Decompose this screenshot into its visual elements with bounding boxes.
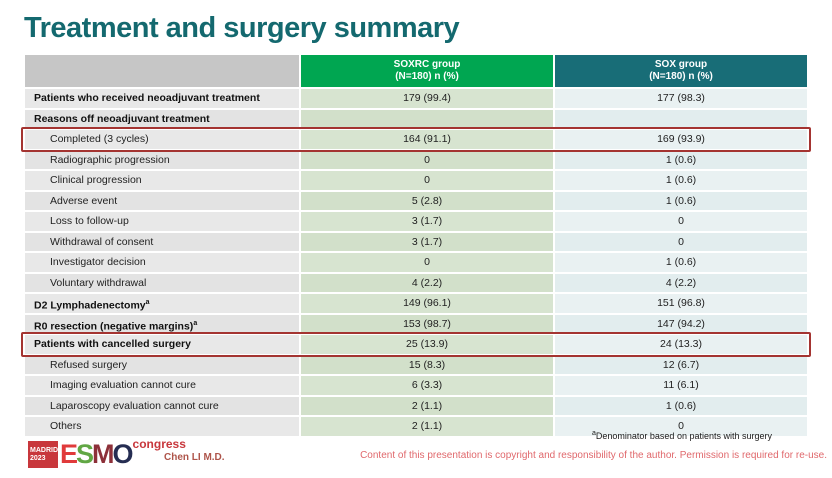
summary-table: SOXRC group (N=180) n (%) SOX group (N=1… (25, 55, 807, 438)
table-body: Patients who received neoadjuvant treatm… (25, 89, 807, 436)
table-header-soxrc-group: SOXRC group (N=180) n (%) (301, 55, 553, 87)
soxrc-value: 179 (99.4) (301, 89, 553, 108)
esmo-congress-logo: MADRID 2023 ESMO congress (28, 437, 186, 469)
sox-value: 0 (555, 417, 807, 436)
soxrc-value: 4 (2.2) (301, 273, 553, 292)
esmo-wordmark: ESMO (60, 439, 134, 469)
soxrc-value: 0 (301, 253, 553, 272)
row-label: D2 Lymphadenectomya (25, 294, 299, 313)
row-label: Others (25, 417, 299, 436)
esmo-letter: E (60, 439, 78, 469)
table-row: Voluntary withdrawal 4 (2.2) 4 (2.2) (25, 273, 807, 292)
table-row: Clinical progression 0 1 (0.6) (25, 171, 807, 190)
esmo-letter: O (112, 439, 134, 469)
soxrc-group-n: (N=180) n (%) (395, 71, 459, 82)
row-label: Completed (3 cycles) (25, 130, 299, 149)
soxrc-value: 25 (13.9) (301, 335, 553, 354)
table-row: Reasons off neoadjuvant treatment (25, 109, 807, 128)
table-row: Investigator decision 0 1 (0.6) (25, 253, 807, 272)
table-row: Patients who received neoadjuvant treatm… (25, 89, 807, 108)
soxrc-value: 153 (98.7) (301, 314, 553, 333)
row-label: Laparoscopy evaluation cannot cure (25, 396, 299, 415)
sox-value: 169 (93.9) (555, 130, 807, 149)
esmo-letter: S (76, 439, 94, 469)
soxrc-value: 2 (1.1) (301, 396, 553, 415)
sox-value (555, 109, 807, 128)
soxrc-value: 3 (1.7) (301, 212, 553, 231)
row-label: Clinical progression (25, 171, 299, 190)
row-label: Reasons off neoadjuvant treatment (25, 109, 299, 128)
sox-value: 0 (555, 212, 807, 231)
row-label: Adverse event (25, 191, 299, 210)
row-label: Imaging evaluation cannot cure (25, 376, 299, 395)
table-footnote: aDenominator based on patients with surg… (420, 430, 772, 441)
sox-value: 147 (94.2) (555, 314, 807, 333)
soxrc-value: 164 (91.1) (301, 130, 553, 149)
row-label: R0 resection (negative margins)a (25, 314, 299, 333)
table-header-row: SOXRC group (N=180) n (%) SOX group (N=1… (25, 55, 807, 87)
congress-label: congress (132, 437, 186, 451)
sox-value: 1 (0.6) (555, 150, 807, 169)
madrid-2023-badge: MADRID 2023 (28, 441, 58, 468)
copyright-notice: Content of this presentation is copyrigh… (360, 450, 827, 461)
row-label: Patients with cancelled surgery (25, 335, 299, 354)
table-row: D2 Lymphadenectomya 149 (96.1) 151 (96.8… (25, 294, 807, 313)
footnote-superscript: a (591, 430, 596, 437)
soxrc-value: 15 (8.3) (301, 355, 553, 374)
row-label: Radiographic progression (25, 150, 299, 169)
sox-value: 4 (2.2) (555, 273, 807, 292)
soxrc-value: 6 (3.3) (301, 376, 553, 395)
table-row: Withdrawal of consent 3 (1.7) 0 (25, 232, 807, 251)
soxrc-value: 149 (96.1) (301, 294, 553, 313)
sox-value: 12 (6.7) (555, 355, 807, 374)
soxrc-value: 2 (1.1) (301, 417, 553, 436)
table-row: Radiographic progression 0 1 (0.6) (25, 150, 807, 169)
sox-value: 1 (0.6) (555, 396, 807, 415)
soxrc-value: 0 (301, 171, 553, 190)
badge-city: MADRID (30, 446, 58, 454)
soxrc-value: 0 (301, 150, 553, 169)
soxrc-value (301, 109, 553, 128)
sox-value: 11 (6.1) (555, 376, 807, 395)
presenter-name: Chen LI M.D. (164, 452, 225, 463)
table-row: Adverse event 5 (2.8) 1 (0.6) (25, 191, 807, 210)
sox-value: 1 (0.6) (555, 171, 807, 190)
row-label: Withdrawal of consent (25, 232, 299, 251)
sox-value: 1 (0.6) (555, 191, 807, 210)
sox-value: 0 (555, 232, 807, 251)
table-row: Loss to follow-up 3 (1.7) 0 (25, 212, 807, 231)
table-row: R0 resection (negative margins)a 153 (98… (25, 314, 807, 333)
sox-group-n: (N=180) n (%) (649, 71, 713, 82)
row-label: Patients who received neoadjuvant treatm… (25, 89, 299, 108)
table-row: Others 2 (1.1) 0 (25, 417, 807, 436)
row-label: Investigator decision (25, 253, 299, 272)
table-row: Refused surgery 15 (8.3) 12 (6.7) (25, 355, 807, 374)
soxrc-value: 3 (1.7) (301, 232, 553, 251)
soxrc-value: 5 (2.8) (301, 191, 553, 210)
table-row: Patients with cancelled surgery 25 (13.9… (25, 335, 807, 354)
page-title: Treatment and surgery summary (24, 12, 460, 44)
sox-value: 1 (0.6) (555, 253, 807, 272)
sox-value: 151 (96.8) (555, 294, 807, 313)
table-row: Laparoscopy evaluation cannot cure 2 (1.… (25, 396, 807, 415)
badge-year: 2023 (30, 454, 46, 462)
sox-value: 24 (13.3) (555, 335, 807, 354)
table-header-sox-group: SOX group (N=180) n (%) (555, 55, 807, 87)
esmo-letter: M (92, 439, 114, 469)
table-row: Completed (3 cycles) 164 (91.1) 169 (93.… (25, 130, 807, 149)
row-label: Refused surgery (25, 355, 299, 374)
table-header-blank-cell (25, 55, 299, 87)
row-label: Voluntary withdrawal (25, 273, 299, 292)
soxrc-group-name: SOXRC group (393, 58, 461, 70)
sox-group-name: SOX group (654, 58, 708, 70)
sox-value: 177 (98.3) (555, 89, 807, 108)
footnote-text: Denominator based on patients with surge… (595, 431, 772, 441)
table-row: Imaging evaluation cannot cure 6 (3.3) 1… (25, 376, 807, 395)
row-label: Loss to follow-up (25, 212, 299, 231)
